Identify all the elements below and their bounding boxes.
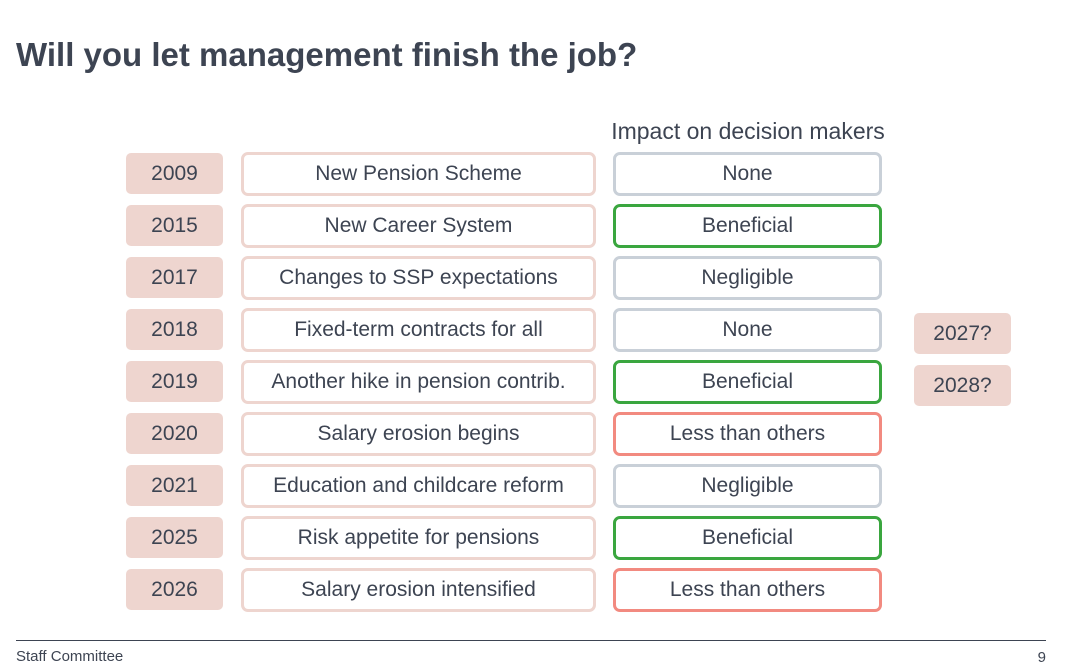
year-label: 2026 bbox=[126, 569, 223, 610]
year-label: 2025 bbox=[126, 517, 223, 558]
footer-divider bbox=[16, 640, 1046, 641]
future-year-label: 2027? bbox=[914, 313, 1011, 354]
event-label: Risk appetite for pensions bbox=[241, 516, 596, 560]
impact-label: None bbox=[613, 308, 882, 352]
year-label: 2021 bbox=[126, 465, 223, 506]
event-label: Changes to SSP expectations bbox=[241, 256, 596, 300]
impact-label: Beneficial bbox=[613, 516, 882, 560]
year-label: 2020 bbox=[126, 413, 223, 454]
event-label: Education and childcare reform bbox=[241, 464, 596, 508]
page-number: 9 bbox=[1037, 649, 1046, 666]
footer-label: Staff Committee bbox=[16, 648, 124, 665]
impact-column-header: Impact on decision makers bbox=[611, 118, 885, 144]
event-label: Fixed-term contracts for all bbox=[241, 308, 596, 352]
impact-label: Beneficial bbox=[613, 360, 882, 404]
year-label: 2017 bbox=[126, 257, 223, 298]
year-label: 2019 bbox=[126, 361, 223, 402]
year-label: 2018 bbox=[126, 309, 223, 350]
impact-label: None bbox=[613, 152, 882, 196]
event-label: Another hike in pension contrib. bbox=[241, 360, 596, 404]
impact-label: Negligible bbox=[613, 464, 882, 508]
event-label: New Pension Scheme bbox=[241, 152, 596, 196]
event-label: Salary erosion begins bbox=[241, 412, 596, 456]
impact-label: Negligible bbox=[613, 256, 882, 300]
event-label: New Career System bbox=[241, 204, 596, 248]
impact-label: Less than others bbox=[613, 412, 882, 456]
event-label: Salary erosion intensified bbox=[241, 568, 596, 612]
year-label: 2009 bbox=[126, 153, 223, 194]
impact-label: Less than others bbox=[613, 568, 882, 612]
year-label: 2015 bbox=[126, 205, 223, 246]
future-year-label: 2028? bbox=[914, 365, 1011, 406]
impact-label: Beneficial bbox=[613, 204, 882, 248]
slide-title: Will you let management finish the job? bbox=[16, 36, 638, 73]
